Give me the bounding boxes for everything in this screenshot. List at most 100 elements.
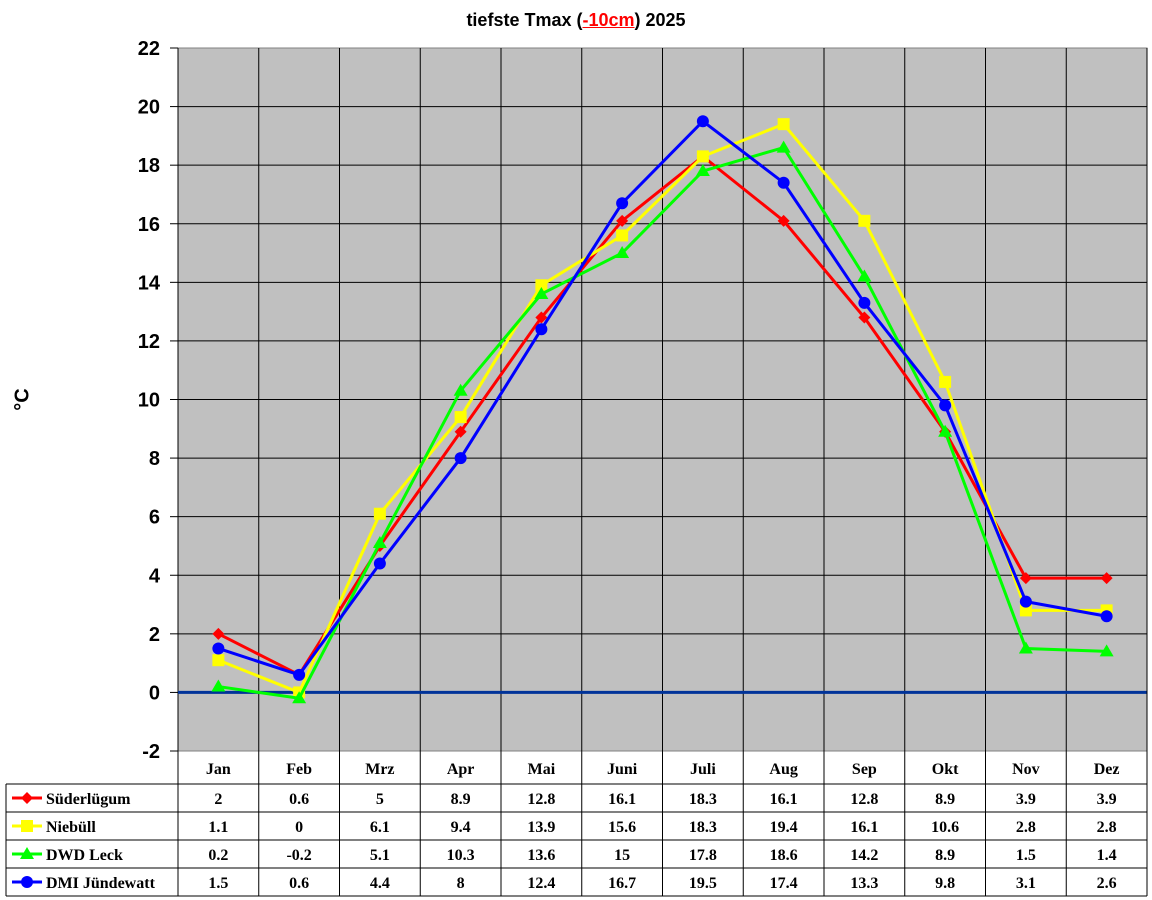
- circle-marker-icon: [616, 197, 629, 210]
- table-cell: 13.9: [527, 819, 555, 836]
- circle-marker-icon: [696, 115, 709, 128]
- table-cell: 2.8: [1016, 819, 1036, 836]
- triangle-marker-icon: [615, 246, 630, 259]
- table-cell: 16.1: [608, 791, 636, 808]
- circle-marker-icon: [293, 668, 306, 681]
- square-marker-icon: [696, 150, 709, 163]
- triangle-marker-icon: [292, 691, 307, 704]
- diamond-marker-icon: [777, 214, 790, 227]
- table-cell: 5.1: [370, 847, 390, 864]
- column-header: Mai: [528, 761, 556, 778]
- table-cell: 15.6: [608, 819, 636, 836]
- y-tick-label: 18: [138, 155, 160, 177]
- y-tick-label: 10: [138, 390, 160, 412]
- table-cell: 9.8: [935, 875, 955, 892]
- chart-title: tiefste Tmax (-10cm) 2025: [466, 10, 686, 30]
- triangle-marker-icon: [695, 164, 710, 177]
- diamond-marker-icon: [535, 311, 548, 324]
- circle-marker-icon: [777, 176, 790, 189]
- triangle-marker-icon: [20, 847, 34, 859]
- table-cell: 2.6: [1097, 875, 1117, 892]
- diamond-marker-icon: [1019, 572, 1032, 585]
- table-cell: 12.8: [850, 791, 878, 808]
- table-cell: 12.4: [527, 875, 555, 892]
- table-cell: 13.6: [527, 847, 555, 864]
- table-cell: 8.9: [935, 791, 955, 808]
- column-header: Nov: [1012, 761, 1040, 778]
- table-row: DWD Leck 0.2 -0.2 5.1 10.3 13.6 15 17.8 18.6 14.2…: [12, 847, 1117, 864]
- column-header: Aug: [769, 761, 797, 778]
- square-marker-icon: [616, 229, 629, 242]
- table-cell: 1.4: [1097, 847, 1117, 864]
- column-header: Sep: [852, 761, 877, 778]
- table-cell: 3.9: [1016, 791, 1036, 808]
- table-cell: 0.6: [289, 791, 309, 808]
- circle-marker-icon: [858, 296, 871, 309]
- triangle-marker-icon: [372, 536, 387, 549]
- table-cell: 1.1: [208, 819, 228, 836]
- column-header: Apr: [447, 761, 475, 778]
- column-header: Feb: [286, 761, 312, 778]
- series-dmi-jündewatt: [212, 115, 1113, 681]
- legend-label: DMI Jündewatt: [46, 875, 156, 892]
- square-marker-icon: [1019, 604, 1032, 617]
- column-header: Okt: [932, 761, 959, 778]
- circle-marker-icon: [535, 323, 548, 336]
- table-row: Niebüll 1.1 0 6.1 9.4 13.9 15.6 18.3 19.4 16.1 10.…: [12, 819, 1117, 836]
- y-tick-label: 14: [138, 272, 161, 294]
- column-header: Mrz: [365, 761, 394, 778]
- square-marker-icon: [212, 654, 225, 667]
- table-cell: -0.2: [286, 847, 311, 864]
- circle-marker-icon: [1019, 595, 1032, 608]
- y-tick-label: 6: [149, 507, 160, 529]
- depth-highlight: -10cm: [582, 10, 635, 30]
- table-cell: 8.9: [451, 791, 471, 808]
- triangle-marker-icon: [534, 287, 549, 300]
- table-cell: 19.5: [689, 875, 717, 892]
- table-cell: 6.1: [370, 819, 390, 836]
- table-cell: 1.5: [208, 875, 228, 892]
- table-cell: 14.2: [850, 847, 878, 864]
- square-marker-icon: [858, 214, 871, 227]
- table-cell: 10.6: [931, 819, 959, 836]
- table-cell: 0: [295, 819, 303, 836]
- table-cell: 16.1: [850, 819, 878, 836]
- column-header: Juli: [690, 761, 716, 778]
- y-tick-label: 4: [149, 565, 161, 587]
- triangle-marker-icon: [453, 383, 468, 396]
- y-tick-label: 8: [149, 448, 160, 470]
- table-cell: 4.4: [370, 875, 390, 892]
- circle-marker-icon: [939, 399, 952, 412]
- square-marker-icon: [777, 118, 790, 131]
- table-cell: 13.3: [850, 875, 878, 892]
- table-cell: 17.8: [689, 847, 717, 864]
- table-cell: 2.8: [1097, 819, 1117, 836]
- table-cell: 3.9: [1097, 791, 1117, 808]
- triangle-marker-icon: [776, 140, 791, 153]
- table-cell: 10.3: [447, 847, 475, 864]
- diamond-marker-icon: [1100, 572, 1113, 585]
- y-tick-label: 0: [149, 682, 160, 704]
- y-tick-label: 22: [138, 38, 160, 60]
- table-cell: 18.3: [689, 819, 717, 836]
- table-cell: 12.8: [527, 791, 555, 808]
- table-cell: 16.1: [770, 791, 798, 808]
- triangle-marker-icon: [857, 269, 872, 282]
- table-cell: 8.9: [935, 847, 955, 864]
- diamond-marker-icon: [21, 792, 33, 804]
- square-marker-icon: [21, 820, 33, 832]
- legend-label: DWD Leck: [46, 847, 123, 864]
- table-cell: 18.6: [770, 847, 798, 864]
- circle-marker-icon: [454, 452, 467, 465]
- y-tick-label: 20: [138, 97, 160, 119]
- table-cell: 3.1: [1016, 875, 1036, 892]
- column-header: Jan: [206, 761, 231, 778]
- table-cell: 17.4: [770, 875, 798, 892]
- triangle-marker-icon: [1018, 641, 1033, 654]
- circle-marker-icon: [212, 642, 225, 655]
- square-marker-icon: [454, 411, 467, 424]
- circle-marker-icon: [373, 557, 386, 570]
- table-cell: 16.7: [608, 875, 636, 892]
- triangle-marker-icon: [1099, 644, 1114, 657]
